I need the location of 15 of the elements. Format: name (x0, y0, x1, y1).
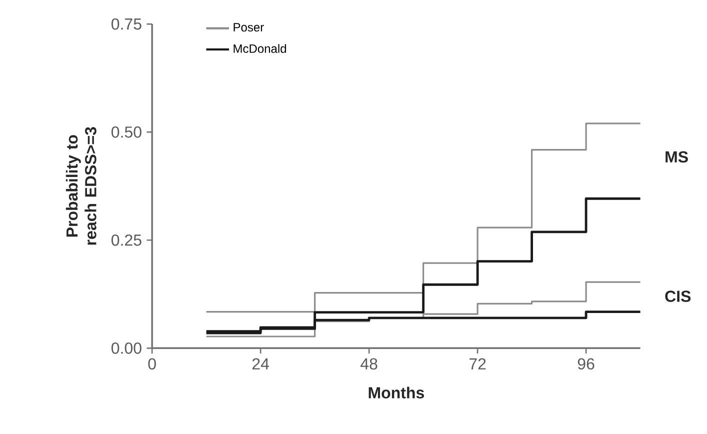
x-tick-label: 96 (578, 358, 594, 370)
y-tick-label: 0.50 (112, 126, 142, 138)
y-tick-label: 0.75 (112, 18, 142, 30)
legend-label: McDonald (234, 44, 286, 54)
x-tick-label: 0 (148, 358, 156, 370)
x-tick-label: 48 (360, 358, 378, 370)
text: MS (666, 151, 688, 163)
legend-label: Poser (234, 23, 264, 32)
text: CIS (665, 290, 691, 302)
y-tick-label: 0.00 (112, 342, 142, 354)
y-axis-title: Probability to reach EDSS>=3 (66, 127, 96, 245)
x-tick-label: 72 (469, 358, 486, 370)
x-tick-label: 24 (252, 358, 269, 370)
x-axis-title: Months (368, 386, 424, 399)
y-tick-label: 0.25 (112, 234, 142, 246)
